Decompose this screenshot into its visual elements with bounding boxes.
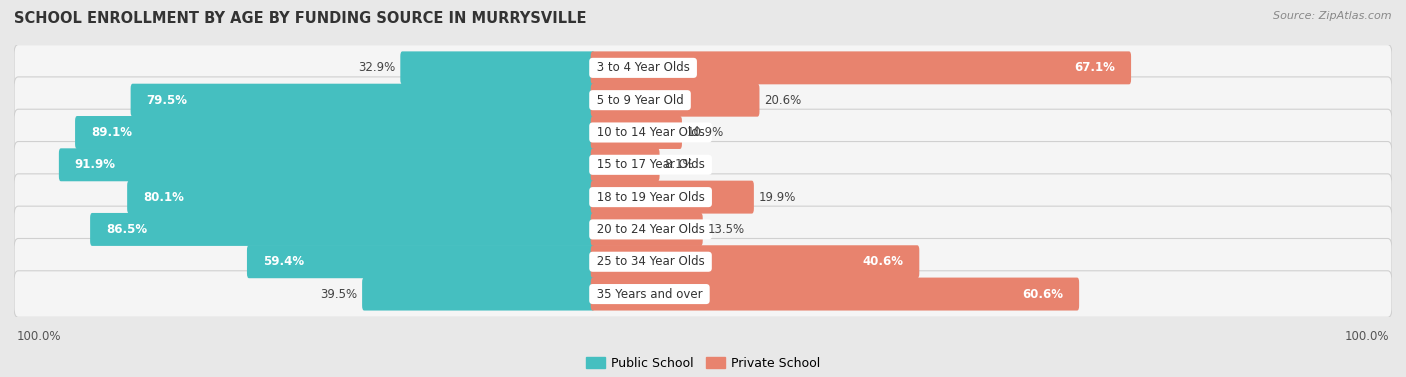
Text: 10.9%: 10.9% <box>686 126 724 139</box>
Legend: Public School, Private School: Public School, Private School <box>586 357 820 370</box>
Text: 40.6%: 40.6% <box>862 255 904 268</box>
FancyBboxPatch shape <box>591 148 659 181</box>
Text: SCHOOL ENROLLMENT BY AGE BY FUNDING SOURCE IN MURRYSVILLE: SCHOOL ENROLLMENT BY AGE BY FUNDING SOUR… <box>14 11 586 26</box>
Text: 89.1%: 89.1% <box>91 126 132 139</box>
FancyBboxPatch shape <box>591 181 754 214</box>
Text: 91.9%: 91.9% <box>75 158 115 171</box>
FancyBboxPatch shape <box>401 51 595 84</box>
FancyBboxPatch shape <box>591 245 920 278</box>
FancyBboxPatch shape <box>591 116 682 149</box>
Text: 15 to 17 Year Olds: 15 to 17 Year Olds <box>593 158 709 171</box>
FancyBboxPatch shape <box>14 206 1392 253</box>
Text: Source: ZipAtlas.com: Source: ZipAtlas.com <box>1274 11 1392 21</box>
Text: 20.6%: 20.6% <box>765 93 801 107</box>
Text: 86.5%: 86.5% <box>105 223 148 236</box>
Text: 18 to 19 Year Olds: 18 to 19 Year Olds <box>593 191 709 204</box>
FancyBboxPatch shape <box>127 181 595 214</box>
FancyBboxPatch shape <box>14 109 1392 156</box>
FancyBboxPatch shape <box>591 277 1080 311</box>
FancyBboxPatch shape <box>14 239 1392 285</box>
Text: 59.4%: 59.4% <box>263 255 304 268</box>
FancyBboxPatch shape <box>14 141 1392 188</box>
Text: 8.1%: 8.1% <box>665 158 695 171</box>
Text: 20 to 24 Year Olds: 20 to 24 Year Olds <box>593 223 709 236</box>
FancyBboxPatch shape <box>363 277 595 311</box>
FancyBboxPatch shape <box>591 213 703 246</box>
FancyBboxPatch shape <box>75 116 595 149</box>
Text: 3 to 4 Year Olds: 3 to 4 Year Olds <box>593 61 693 74</box>
Text: 10 to 14 Year Olds: 10 to 14 Year Olds <box>593 126 709 139</box>
Text: 39.5%: 39.5% <box>321 288 357 300</box>
Text: 5 to 9 Year Old: 5 to 9 Year Old <box>593 93 688 107</box>
FancyBboxPatch shape <box>247 245 595 278</box>
Text: 25 to 34 Year Olds: 25 to 34 Year Olds <box>593 255 709 268</box>
Text: 19.9%: 19.9% <box>759 191 796 204</box>
Text: 32.9%: 32.9% <box>359 61 395 74</box>
FancyBboxPatch shape <box>14 174 1392 221</box>
FancyBboxPatch shape <box>14 44 1392 91</box>
FancyBboxPatch shape <box>131 84 595 116</box>
Text: 100.0%: 100.0% <box>1344 330 1389 343</box>
Text: 60.6%: 60.6% <box>1022 288 1063 300</box>
Text: 80.1%: 80.1% <box>143 191 184 204</box>
Text: 67.1%: 67.1% <box>1074 61 1115 74</box>
Text: 79.5%: 79.5% <box>146 93 187 107</box>
FancyBboxPatch shape <box>14 271 1392 317</box>
FancyBboxPatch shape <box>14 77 1392 123</box>
FancyBboxPatch shape <box>591 84 759 116</box>
Text: 100.0%: 100.0% <box>17 330 62 343</box>
FancyBboxPatch shape <box>90 213 595 246</box>
Text: 35 Years and over: 35 Years and over <box>593 288 706 300</box>
FancyBboxPatch shape <box>59 148 595 181</box>
FancyBboxPatch shape <box>591 51 1130 84</box>
Text: 13.5%: 13.5% <box>707 223 745 236</box>
